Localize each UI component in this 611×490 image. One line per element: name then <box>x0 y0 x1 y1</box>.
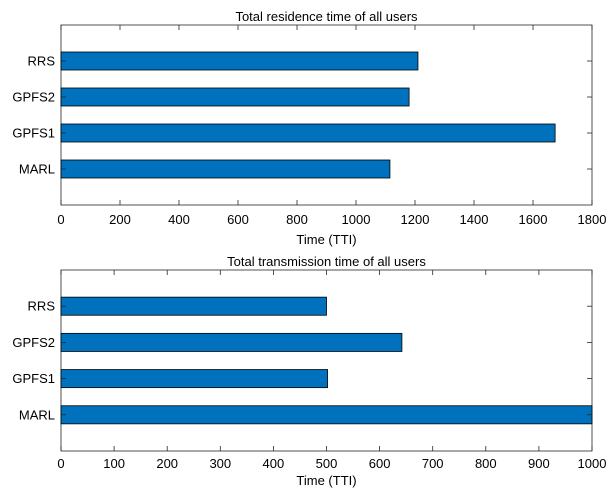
x-tick-label: 1200 <box>401 212 430 227</box>
x-tick-label: 700 <box>422 456 444 471</box>
x-tick-label: 100 <box>103 456 125 471</box>
bar-rrs <box>60 296 327 316</box>
x-tick-label: 500 <box>316 456 338 471</box>
x-axis-label: Time (TTI) <box>296 473 356 488</box>
x-tick-label: 1800 <box>578 212 607 227</box>
x-axis-label: Time (TTI) <box>296 232 356 247</box>
bars <box>60 51 556 179</box>
x-tick-label: 400 <box>168 212 190 227</box>
bar-gpfs1 <box>60 123 556 143</box>
residence-time-chart: Total residence time of all users RRS GPF… <box>12 9 606 247</box>
y-tick-labels: RRS GPFS2 GPFS1 MARL <box>12 54 592 177</box>
x-tick-label: 600 <box>369 456 391 471</box>
axes-frame <box>60 24 593 206</box>
y-tick-label: GPFS2 <box>12 335 55 350</box>
y-tick-label: MARL <box>19 162 55 177</box>
x-tick-label: 1600 <box>519 212 548 227</box>
x-tick-label: 600 <box>227 212 249 227</box>
y-tick-labels: RRS GPFS2 GPFS1 MARL <box>12 299 592 422</box>
chart-title: Total residence time of all users <box>235 9 418 24</box>
bar-gpfs1 <box>60 369 328 389</box>
x-tick-label: 1000 <box>342 212 371 227</box>
bars <box>60 296 593 425</box>
x-tick-label: 800 <box>286 212 308 227</box>
x-tick-labels: 0 200 400 600 800 1000 1200 1400 1600 1800 <box>57 25 606 227</box>
bar-marl <box>60 159 391 179</box>
y-tick-label: GPFS1 <box>12 126 55 141</box>
y-tick-label: GPFS2 <box>12 90 55 105</box>
bar-marl <box>60 405 593 425</box>
bar-gpfs2 <box>60 332 403 352</box>
y-tick-label: GPFS1 <box>12 371 55 386</box>
x-tick-label: 0 <box>57 456 64 471</box>
bar-rrs <box>60 51 419 71</box>
x-tick-label: 800 <box>475 456 497 471</box>
chart-title: Total transmission time of all users <box>227 254 426 269</box>
x-tick-label: 0 <box>57 212 64 227</box>
x-tick-label: 900 <box>528 456 550 471</box>
bar-gpfs2 <box>60 87 410 107</box>
x-tick-label: 200 <box>109 212 131 227</box>
y-tick-label: MARL <box>19 407 55 422</box>
x-tick-label: 1000 <box>578 456 607 471</box>
transmission-time-chart: Total transmission time of all users RRS… <box>12 254 606 488</box>
x-tick-label: 1400 <box>460 212 489 227</box>
y-tick-label: RRS <box>28 299 56 314</box>
y-tick-label: RRS <box>28 54 56 69</box>
x-tick-labels: 0 100 200 300 400 500 600 700 800 900 1000 <box>57 270 606 471</box>
x-tick-label: 200 <box>156 456 178 471</box>
x-tick-label: 300 <box>209 456 231 471</box>
x-tick-label: 400 <box>263 456 285 471</box>
